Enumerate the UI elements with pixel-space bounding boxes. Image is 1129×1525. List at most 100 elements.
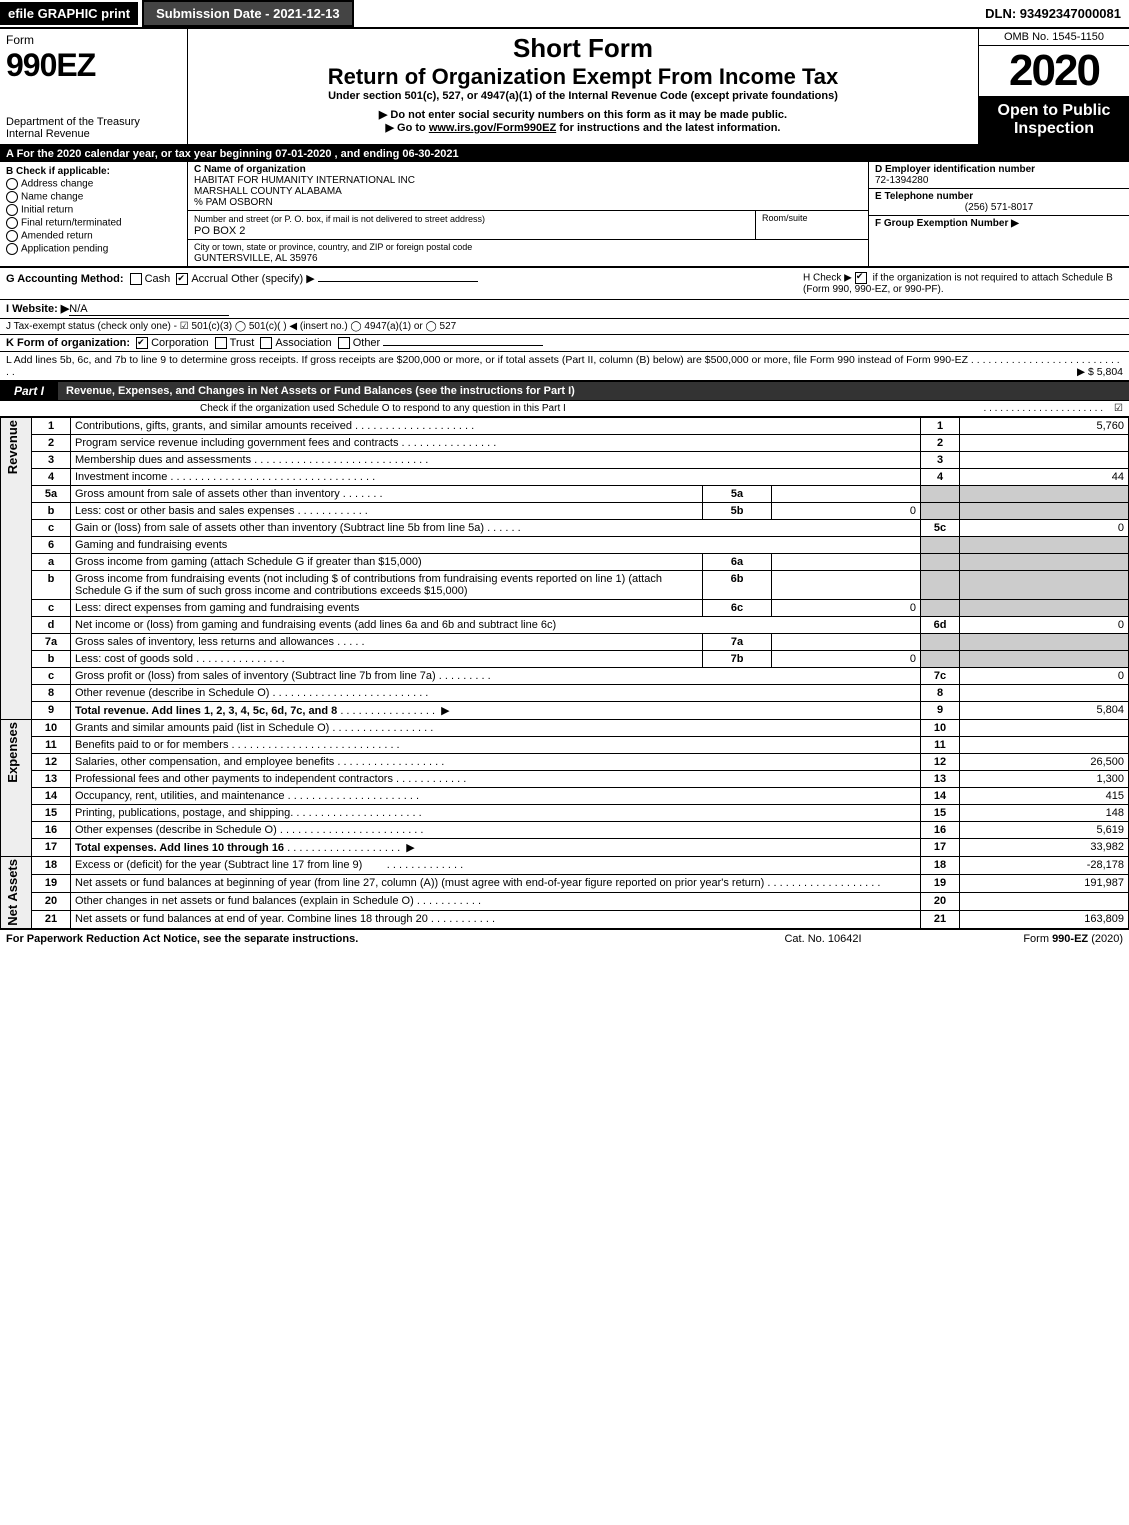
row-rnum-grey bbox=[921, 486, 960, 503]
row-num: 10 bbox=[32, 720, 71, 737]
row-amt-grey bbox=[960, 486, 1129, 503]
row-amt: 1,300 bbox=[960, 771, 1129, 788]
chk-final-return[interactable]: Final return/terminated bbox=[6, 217, 181, 229]
row-desc: Gross sales of inventory, less returns a… bbox=[71, 634, 703, 651]
row-num: 18 bbox=[32, 857, 71, 875]
row-desc: Program service revenue including govern… bbox=[71, 435, 921, 452]
row-rnum: 12 bbox=[921, 754, 960, 771]
phone-block: E Telephone number (256) 571-8017 bbox=[869, 189, 1129, 216]
row-rnum: 10 bbox=[921, 720, 960, 737]
row-amt-grey bbox=[960, 554, 1129, 571]
sub-value: 0 bbox=[772, 651, 921, 668]
row-num: d bbox=[32, 617, 71, 634]
chk-address-change[interactable]: Address change bbox=[6, 178, 181, 190]
row-num: c bbox=[32, 668, 71, 685]
irs-link[interactable]: www.irs.gov/Form990EZ bbox=[429, 122, 556, 134]
part-i-title: Revenue, Expenses, and Changes in Net As… bbox=[58, 382, 1129, 400]
part-i-check-icon: ☑ bbox=[1103, 403, 1123, 414]
row-desc: Other changes in net assets or fund bala… bbox=[71, 892, 921, 910]
room-suite: Room/suite bbox=[756, 211, 868, 240]
part-i-sub: Check if the organization used Schedule … bbox=[0, 401, 1129, 417]
line-j-status: J Tax-exempt status (check only one) - ☑… bbox=[0, 319, 1129, 335]
line-l-amount: ▶ $ 5,804 bbox=[1077, 366, 1123, 378]
page-footer: For Paperwork Reduction Act Notice, see … bbox=[0, 929, 1129, 948]
row-desc: Gross income from fundraising events (no… bbox=[71, 571, 703, 600]
row-amt: 26,500 bbox=[960, 754, 1129, 771]
row-desc: Gross profit or (loss) from sales of inv… bbox=[71, 668, 921, 685]
row-amt-grey bbox=[960, 600, 1129, 617]
row-rnum: 13 bbox=[921, 771, 960, 788]
chk-h[interactable] bbox=[855, 272, 867, 284]
section-h: H Check ▶ if the organization is not req… bbox=[803, 272, 1123, 295]
row-amt: 415 bbox=[960, 788, 1129, 805]
row-desc: Total revenue. Add lines 1, 2, 3, 4, 5c,… bbox=[71, 702, 921, 720]
sub-value: 0 bbox=[772, 600, 921, 617]
efile-label[interactable]: efile GRAPHIC print bbox=[0, 2, 138, 25]
row-amt: -28,178 bbox=[960, 857, 1129, 875]
row-desc: Other revenue (describe in Schedule O) .… bbox=[71, 685, 921, 702]
row-num: c bbox=[32, 600, 71, 617]
row-rnum-grey bbox=[921, 537, 960, 554]
row-desc: Net assets or fund balances at end of ye… bbox=[71, 910, 921, 928]
row-num: 6 bbox=[32, 537, 71, 554]
row-rnum: 4 bbox=[921, 469, 960, 486]
chk-cash[interactable] bbox=[130, 273, 142, 285]
org-name-2: MARSHALL COUNTY ALABAMA bbox=[194, 186, 342, 197]
row-rnum-grey bbox=[921, 651, 960, 668]
chk-name-change[interactable]: Name change bbox=[6, 191, 181, 203]
revenue-label: Revenue bbox=[5, 420, 27, 474]
row-amt: 163,809 bbox=[960, 910, 1129, 928]
row-desc: Gain or (loss) from sale of assets other… bbox=[71, 520, 921, 537]
sub-label: 7b bbox=[703, 651, 772, 668]
row-desc: Net assets or fund balances at beginning… bbox=[71, 875, 921, 893]
row-amt: 0 bbox=[960, 617, 1129, 634]
section-c: C Name of organization HABITAT FOR HUMAN… bbox=[188, 162, 868, 266]
row-amt: 5,760 bbox=[960, 418, 1129, 435]
street-block: Number and street (or P. O. box, if mail… bbox=[188, 211, 756, 240]
short-form-title: Short Form bbox=[196, 33, 970, 64]
row-rnum: 11 bbox=[921, 737, 960, 754]
row-num: 14 bbox=[32, 788, 71, 805]
ein-block: D Employer identification number 72-1394… bbox=[869, 162, 1129, 189]
chk-other[interactable] bbox=[338, 337, 350, 349]
row-desc: Salaries, other compensation, and employ… bbox=[71, 754, 921, 771]
form-word: Form bbox=[6, 33, 34, 47]
tax-year: 2020 bbox=[979, 46, 1129, 96]
chk-trust[interactable] bbox=[215, 337, 227, 349]
form-header: Form 990EZ Department of the Treasury In… bbox=[0, 29, 1129, 146]
section-b: B Check if applicable: Address change Na… bbox=[0, 162, 188, 266]
chk-corp[interactable] bbox=[136, 337, 148, 349]
chk-accrual[interactable] bbox=[176, 273, 188, 285]
other-org-line[interactable] bbox=[383, 345, 543, 346]
row-amt bbox=[960, 452, 1129, 469]
row-num: 11 bbox=[32, 737, 71, 754]
chk-assoc[interactable] bbox=[260, 337, 272, 349]
row-desc: Occupancy, rent, utilities, and maintena… bbox=[71, 788, 921, 805]
row-amt: 5,804 bbox=[960, 702, 1129, 720]
row-rnum: 20 bbox=[921, 892, 960, 910]
row-desc: Gross income from gaming (attach Schedul… bbox=[71, 554, 703, 571]
lines-table: Revenue 1 Contributions, gifts, grants, … bbox=[0, 417, 1129, 929]
row-desc: Total expenses. Add lines 10 through 16 … bbox=[71, 839, 921, 857]
row-num: 2 bbox=[32, 435, 71, 452]
row-rnum: 16 bbox=[921, 822, 960, 839]
chk-amended[interactable]: Amended return bbox=[6, 230, 181, 242]
chk-initial-return[interactable]: Initial return bbox=[6, 204, 181, 216]
ein-value: 72-1394280 bbox=[875, 175, 928, 186]
section-b-title: B Check if applicable: bbox=[6, 166, 110, 177]
org-name-1: HABITAT FOR HUMANITY INTERNATIONAL INC bbox=[194, 175, 415, 186]
row-num: 8 bbox=[32, 685, 71, 702]
line-l: L Add lines 5b, 6c, and 7b to line 9 to … bbox=[0, 352, 1129, 381]
chk-application-pending[interactable]: Application pending bbox=[6, 243, 181, 255]
row-rnum-grey bbox=[921, 503, 960, 520]
row-num: 21 bbox=[32, 910, 71, 928]
row-amt: 148 bbox=[960, 805, 1129, 822]
other-specify-line[interactable] bbox=[318, 281, 478, 282]
row-amt bbox=[960, 720, 1129, 737]
row-rnum: 9 bbox=[921, 702, 960, 720]
footer-center: Cat. No. 10642I bbox=[723, 933, 923, 945]
header-left: Form 990EZ Department of the Treasury In… bbox=[0, 29, 188, 144]
sub-label: 6c bbox=[703, 600, 772, 617]
omb-number: OMB No. 1545-1150 bbox=[979, 29, 1129, 46]
sub-value bbox=[772, 486, 921, 503]
